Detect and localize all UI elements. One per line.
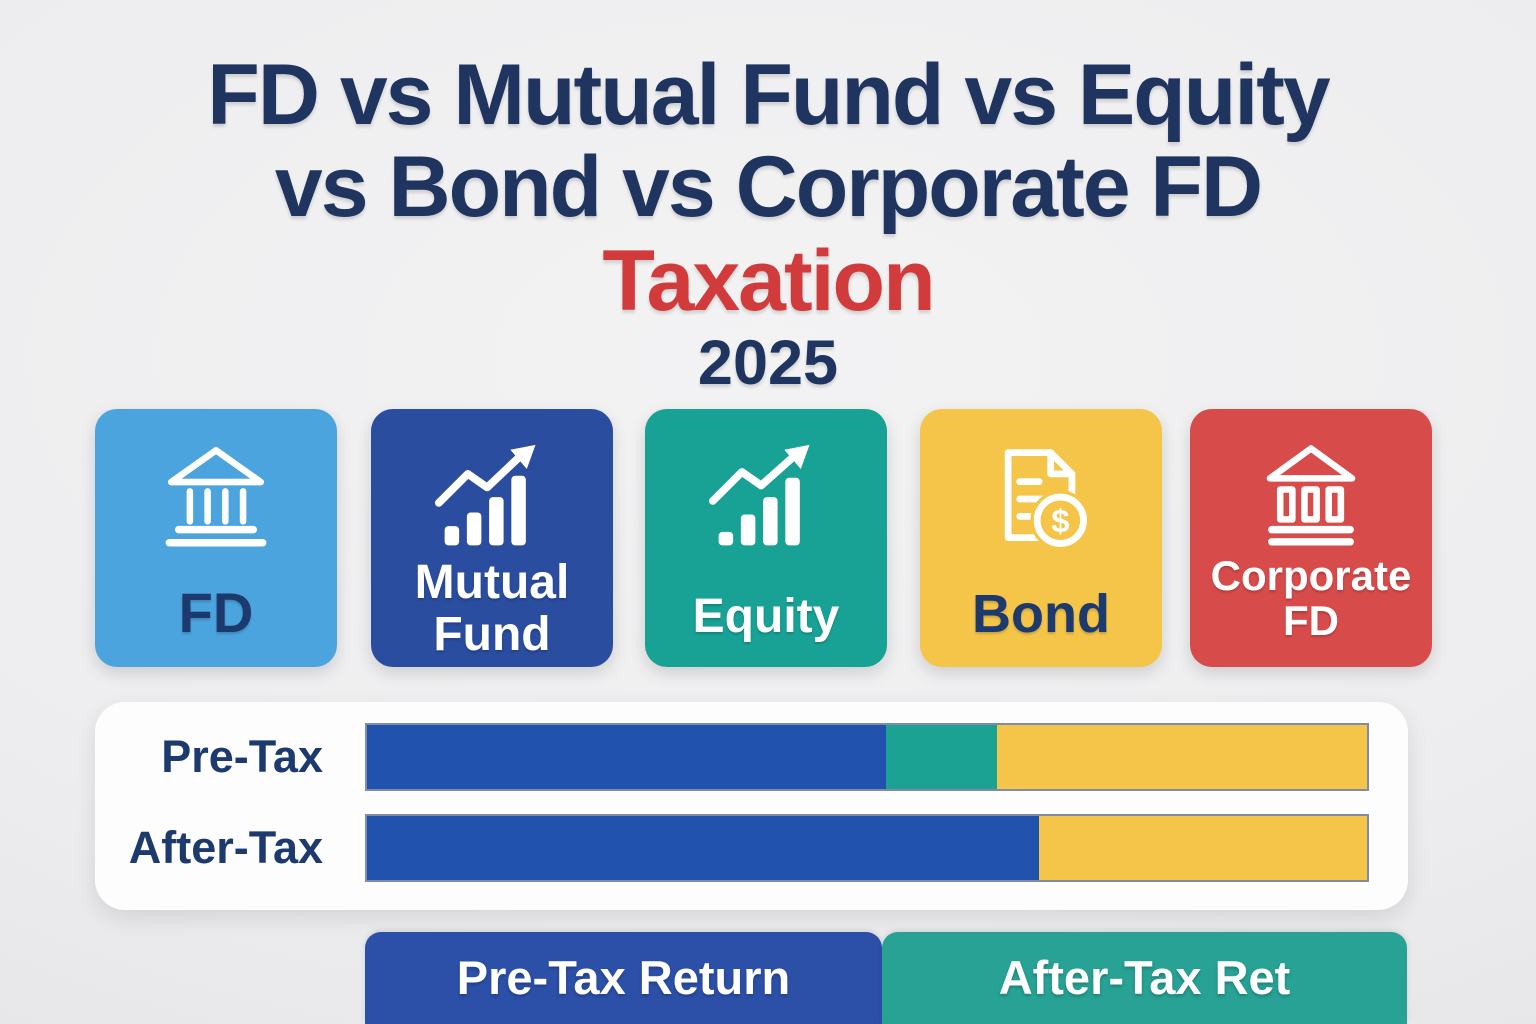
document-coin-icon: $ <box>982 441 1100 557</box>
bar-segment-blue <box>367 816 1039 880</box>
legend-label-pre-tax-return: Pre-Tax Return <box>456 951 791 1004</box>
growth-chart-icon <box>698 441 834 557</box>
legend-pre-tax-return: Pre-Tax Return <box>365 932 882 1024</box>
page-title-line-1: FD vs Mutual Fund vs Equity <box>207 47 1330 143</box>
card-equity: Equity <box>645 409 887 667</box>
card-corporate-fd: Corporate FD <box>1190 409 1432 667</box>
bar-segment-yellow <box>1039 816 1367 880</box>
growth-chart-icon <box>424 441 560 557</box>
card-label-fd: FD <box>178 580 254 644</box>
legend-after-tax-return: After-Tax Ret <box>882 932 1407 1024</box>
card-fd: FD <box>95 409 337 667</box>
bar-track-pre-tax <box>365 723 1369 791</box>
page-year: 2025 <box>697 328 839 398</box>
bar-track-after-tax <box>365 814 1369 882</box>
card-label-bond: Bond <box>972 583 1110 644</box>
page-title-line-2: vs Bond vs Corporate FD <box>274 139 1263 235</box>
card-label-corporate-fd: Corporate FD <box>1210 552 1412 645</box>
row-label-after-tax: After-Tax <box>128 822 323 873</box>
row-label-pre-tax: Pre-Tax <box>161 731 323 782</box>
bank-icon <box>160 441 272 553</box>
bank-building-icon <box>1255 441 1367 553</box>
card-label-mutual-fund: Mutual Fund <box>414 556 570 661</box>
bar-segment-blue <box>367 725 886 789</box>
card-bond: $ Bond <box>920 409 1162 667</box>
svg-text:$: $ <box>1051 502 1069 539</box>
page-subtitle: Taxation <box>602 233 935 329</box>
bar-segment-teal <box>886 725 997 789</box>
bar-chart-panel: Pre-Tax After-Tax <box>95 702 1408 910</box>
card-mutual-fund: Mutual Fund <box>371 409 613 667</box>
card-label-equity: Equity <box>692 590 840 644</box>
legend-label-after-tax-return: After-Tax Ret <box>998 951 1291 1004</box>
bar-segment-yellow <box>997 725 1367 789</box>
